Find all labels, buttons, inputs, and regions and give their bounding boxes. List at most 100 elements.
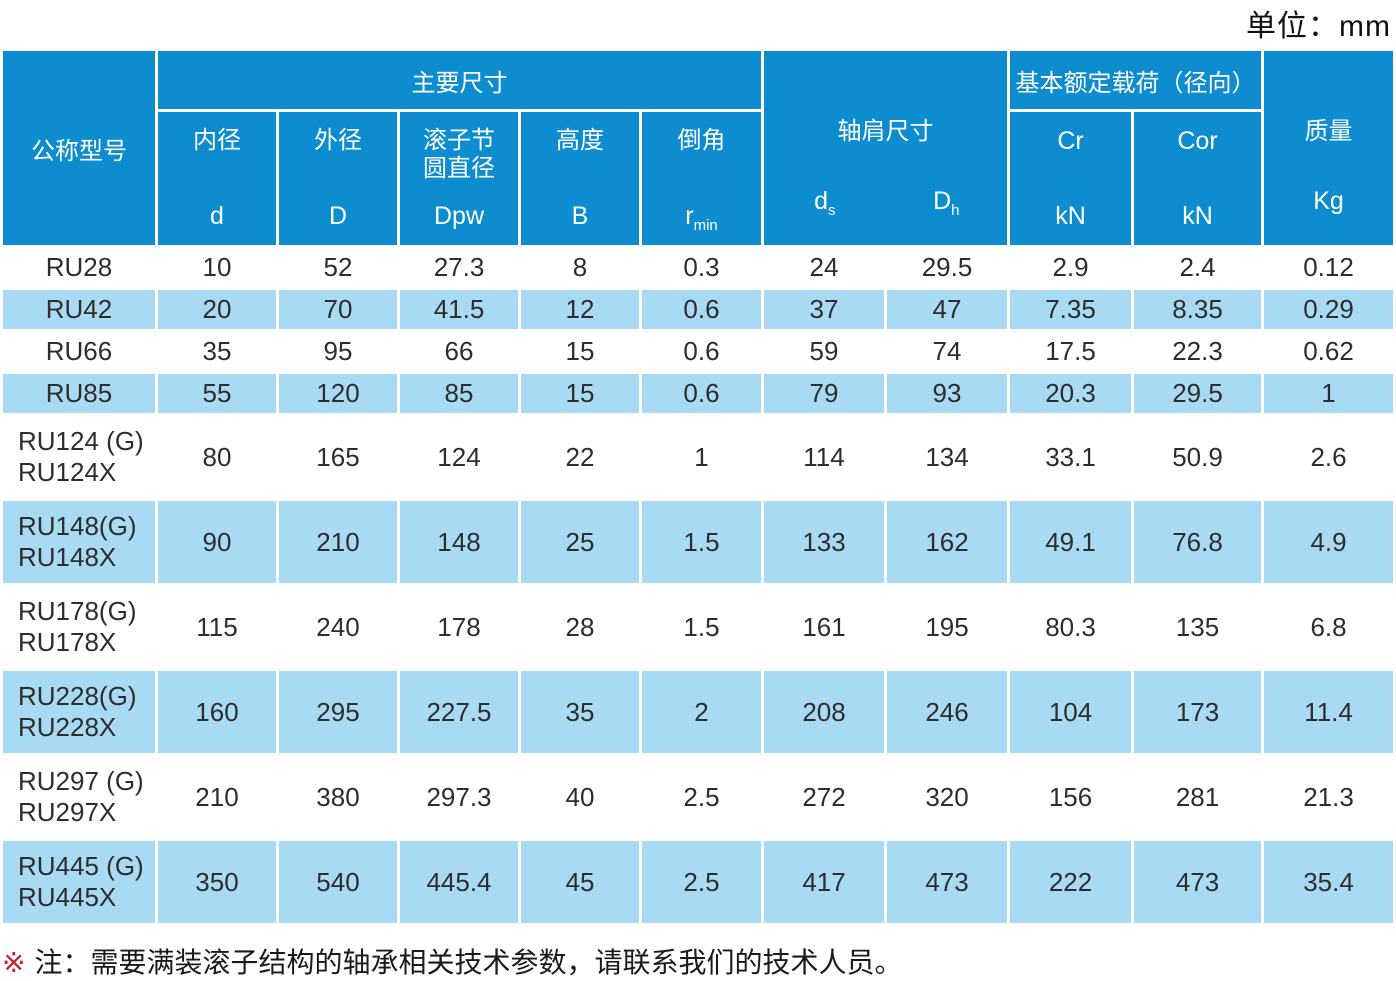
cell-mass: 21.3 — [1264, 756, 1394, 838]
footnote-mark: ※ — [2, 947, 26, 978]
col-header-mass: 质量 Kg — [1264, 51, 1394, 245]
table-row: RU148(G) RU148X 90 210 148 25 1.5 133 16… — [3, 501, 1394, 583]
cell-height: 22 — [521, 416, 639, 498]
cell-chamfer: 2.5 — [642, 841, 762, 923]
cell-chamfer: 0.6 — [642, 374, 762, 413]
col-group-main-dimensions: 主要尺寸 — [158, 51, 762, 109]
col-group-shoulder-dimensions: 轴肩尺寸 ds Dh — [764, 51, 1008, 245]
cell-ds: 79 — [764, 374, 885, 413]
symbol-ds: ds — [814, 186, 836, 219]
table-header: 公称型号 主要尺寸 轴肩尺寸 ds Dh 基本额定载荷（径向） 质量 — [3, 51, 1394, 245]
col-header-height: 高度 B — [521, 112, 639, 245]
col-header-chamfer: 倒角 rmin — [642, 112, 762, 245]
cell-pitch-diameter: 66 — [400, 332, 518, 371]
cell-cor: 29.5 — [1134, 374, 1262, 413]
table-row: RU297 (G) RU297X 210 380 297.3 40 2.5 27… — [3, 756, 1394, 838]
cell-cor: 22.3 — [1134, 332, 1262, 371]
footnote: ※ 注：需要满装滚子结构的轴承相关技术参数，请联系我们的技术人员。 — [2, 941, 902, 981]
cell-mass: 4.9 — [1264, 501, 1394, 583]
cell-dh: 195 — [887, 586, 1008, 668]
symbol-rmin: rmin — [685, 202, 718, 234]
table-row: RU85 55 120 85 15 0.6 79 93 20.3 29.5 1 — [3, 374, 1394, 413]
cell-inner-diameter: 80 — [158, 416, 276, 498]
cell-mass: 0.12 — [1264, 248, 1394, 287]
col-header-model-label: 公称型号 — [31, 137, 127, 165]
symbol-Dpw: Dpw — [433, 202, 484, 230]
col-group-rated-load: 基本额定载荷（径向） — [1010, 51, 1262, 109]
cell-height: 25 — [521, 501, 639, 583]
cell-mass: 0.62 — [1264, 332, 1394, 371]
cell-mass: 6.8 — [1264, 586, 1394, 668]
cell-inner-diameter: 160 — [158, 671, 276, 753]
cell-height: 15 — [521, 374, 639, 413]
cell-model: RU178(G) RU178X — [3, 586, 155, 668]
cell-dh: 162 — [887, 501, 1008, 583]
cell-outer-diameter: 70 — [279, 290, 397, 329]
cell-ds: 417 — [764, 841, 885, 923]
cell-model: RU445 (G) RU445X — [3, 841, 155, 923]
cell-mass: 35.4 — [1264, 841, 1394, 923]
cell-mass: 11.4 — [1264, 671, 1394, 753]
cell-ds: 37 — [764, 290, 885, 329]
cell-outer-diameter: 240 — [279, 586, 397, 668]
footnote-text: 注：需要满装滚子结构的轴承相关技术参数，请联系我们的技术人员。 — [34, 947, 903, 978]
col-header-outer-diameter: 外径 D — [279, 112, 397, 245]
cell-height: 12 — [521, 290, 639, 329]
cell-mass: 1 — [1264, 374, 1394, 413]
cell-mass: 0.29 — [1264, 290, 1394, 329]
cell-cr: 104 — [1010, 671, 1132, 753]
cell-inner-diameter: 350 — [158, 841, 276, 923]
symbol-Cor: Cor — [1177, 127, 1218, 155]
cell-dh: 320 — [887, 756, 1008, 838]
cell-model: RU42 — [3, 290, 155, 329]
cell-dh: 47 — [887, 290, 1008, 329]
cell-outer-diameter: 210 — [279, 501, 397, 583]
cell-cor: 8.35 — [1134, 290, 1262, 329]
cell-height: 15 — [521, 332, 639, 371]
cell-mass: 2.6 — [1264, 416, 1394, 498]
symbol-D: D — [328, 202, 348, 230]
cell-pitch-diameter: 297.3 — [400, 756, 518, 838]
cell-model: RU28 — [3, 248, 155, 287]
table-row: RU66 35 95 66 15 0.6 59 74 17.5 22.3 0.6… — [3, 332, 1394, 371]
cell-ds: 59 — [764, 332, 885, 371]
table-row: RU178(G) RU178X 115 240 178 28 1.5 161 1… — [3, 586, 1394, 668]
cell-cr: 156 — [1010, 756, 1132, 838]
cell-cr: 222 — [1010, 841, 1132, 923]
cell-chamfer: 0.6 — [642, 290, 762, 329]
cell-cr: 2.9 — [1010, 248, 1132, 287]
cell-chamfer: 1.5 — [642, 586, 762, 668]
cell-pitch-diameter: 445.4 — [400, 841, 518, 923]
table-row: RU28 10 52 27.3 8 0.3 24 29.5 2.9 2.4 0.… — [3, 248, 1394, 287]
cell-outer-diameter: 95 — [279, 332, 397, 371]
cell-cr: 17.5 — [1010, 332, 1132, 371]
cell-outer-diameter: 120 — [279, 374, 397, 413]
cell-cr: 7.35 — [1010, 290, 1132, 329]
unit-kn-cr: kN — [1055, 202, 1086, 230]
symbol-dh: Dh — [933, 186, 960, 219]
cell-dh: 246 — [887, 671, 1008, 753]
cell-inner-diameter: 35 — [158, 332, 276, 371]
cell-inner-diameter: 10 — [158, 248, 276, 287]
cell-outer-diameter: 295 — [279, 671, 397, 753]
cell-cor: 173 — [1134, 671, 1262, 753]
cell-pitch-diameter: 227.5 — [400, 671, 518, 753]
cell-dh: 29.5 — [887, 248, 1008, 287]
cell-pitch-diameter: 178 — [400, 586, 518, 668]
col-header-pitch-diameter: 滚子节 圆直径 Dpw — [400, 112, 518, 245]
unit-kn-cor: kN — [1182, 202, 1213, 230]
cell-cr: 80.3 — [1010, 586, 1132, 668]
cell-chamfer: 0.6 — [642, 332, 762, 371]
cell-inner-diameter: 210 — [158, 756, 276, 838]
cell-height: 40 — [521, 756, 639, 838]
cell-outer-diameter: 52 — [279, 248, 397, 287]
symbol-Cr: Cr — [1057, 127, 1084, 155]
cell-inner-diameter: 90 — [158, 501, 276, 583]
cell-cor: 281 — [1134, 756, 1262, 838]
table-row: RU124 (G) RU124X 80 165 124 22 1 114 134… — [3, 416, 1394, 498]
cell-height: 28 — [521, 586, 639, 668]
cell-ds: 24 — [764, 248, 885, 287]
cell-chamfer: 2.5 — [642, 756, 762, 838]
unit-label: 单位：mm — [1246, 10, 1391, 43]
cell-model: RU85 — [3, 374, 155, 413]
